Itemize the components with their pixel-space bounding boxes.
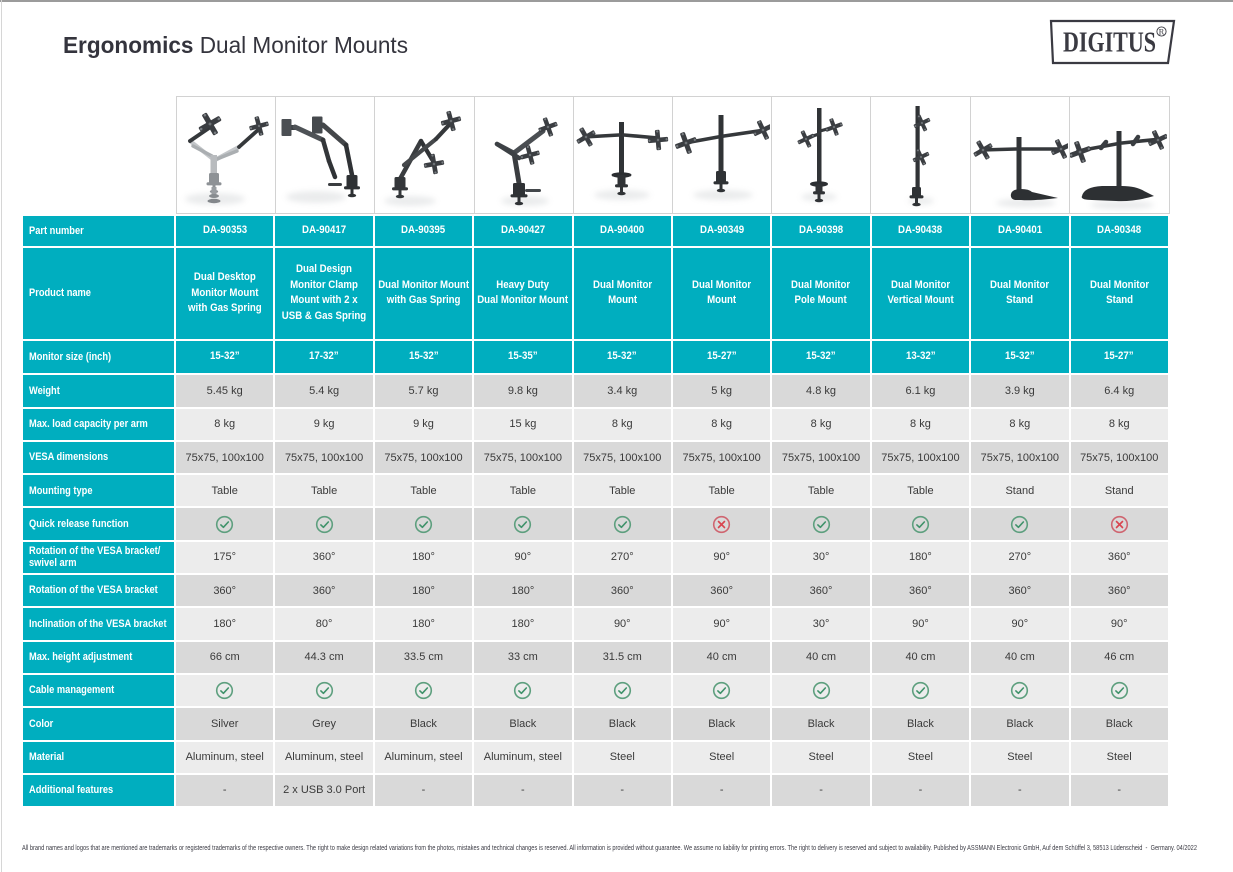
svg-text:R: R: [1159, 27, 1165, 37]
svg-text:DIGITUS: DIGITUS: [1063, 28, 1156, 59]
